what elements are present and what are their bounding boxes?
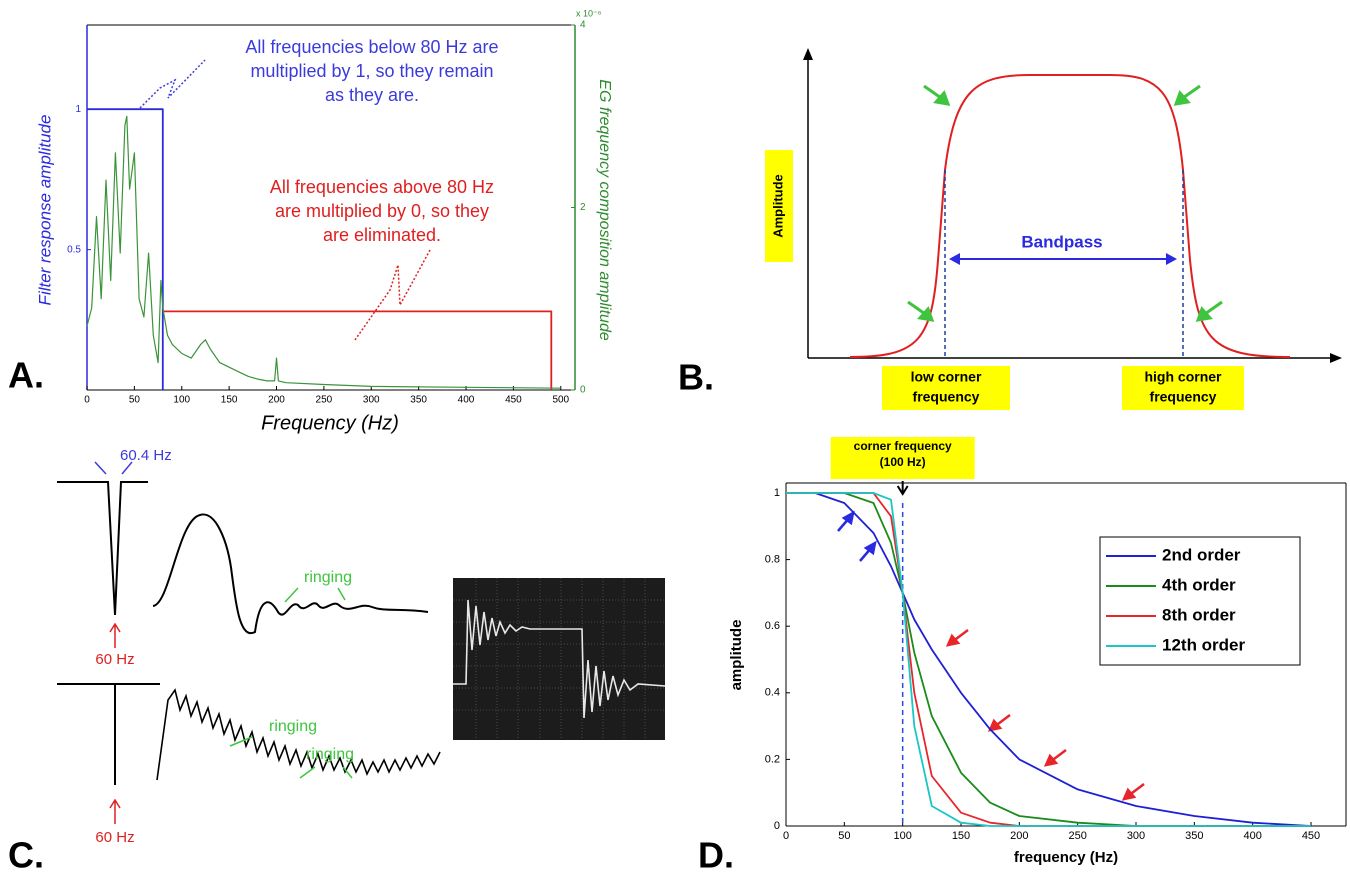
arrowhead (1330, 353, 1342, 363)
arrowhead (803, 48, 813, 60)
panel-label: C. (8, 835, 44, 871)
x-axis-label: Frequency (Hz) (261, 412, 399, 434)
notch-response (57, 683, 160, 785)
x-tick-label: 250 (316, 395, 333, 406)
annotation: are multiplied by 0, so they (275, 201, 489, 221)
x-tick-label: 300 (1127, 830, 1145, 842)
x-tick-label: 500 (552, 395, 569, 406)
ringing-label: ringing (269, 718, 317, 735)
x-tick-label: 450 (505, 395, 522, 406)
series-line (162, 310, 553, 390)
band-label: Bandpass (1021, 232, 1102, 251)
y-axis-label: amplitude (728, 620, 745, 691)
red-arrow (109, 622, 121, 648)
y2-multiplier: x 10⁻⁶ (576, 8, 602, 18)
label-box (1122, 366, 1244, 410)
corner-label: frequency (913, 389, 980, 405)
corner-label: frequency (1150, 389, 1217, 405)
x-axis-label: frequency (Hz) (1014, 849, 1118, 866)
x-tick-label: 50 (838, 830, 850, 842)
x-tick-label: 350 (1185, 830, 1203, 842)
red-arrow (109, 798, 121, 824)
x-tick-label: 400 (1243, 830, 1261, 842)
panel-c: 60.4 Hz 60 Hz ringing 60 Hz ringing ring… (8, 447, 666, 876)
corner-label: (100 Hz) (880, 455, 926, 469)
notch-width-label: 60.4 Hz (120, 447, 172, 464)
y-axis-label: Filter response amplitude (35, 115, 54, 306)
y-tick-label: 0.2 (765, 753, 780, 765)
label-box (830, 437, 975, 479)
label-box (765, 150, 793, 262)
y-tick-label: 1 (75, 104, 81, 115)
annotation: multiplied by 1, so they remain (250, 61, 493, 81)
y-tick-label: 1 (774, 487, 780, 499)
y-tick-label: 0 (774, 820, 780, 832)
x-tick-label: 250 (1068, 830, 1086, 842)
scope-trace (453, 599, 666, 719)
panel-label: A. (8, 355, 44, 396)
x-tick-label: 400 (458, 395, 475, 406)
ringing-pointer (284, 587, 346, 603)
series-line (86, 115, 561, 389)
frequency-label: 60 Hz (95, 829, 134, 846)
corner-label: corner frequency (854, 439, 952, 453)
bandpass-curve (849, 74, 1291, 358)
green-arrows (907, 84, 1223, 322)
x-tick-label: 200 (1010, 830, 1028, 842)
corner-label: high corner (1144, 369, 1222, 385)
y-tick-label: 0.5 (67, 244, 81, 255)
legend (1099, 536, 1301, 666)
annotation: All frequencies above 80 Hz (270, 177, 494, 197)
x-tick-label: 200 (268, 395, 285, 406)
y-tick-label: 0.4 (765, 687, 780, 699)
x-tick-label: 150 (952, 830, 970, 842)
series-line (786, 492, 1311, 827)
annotation: are eliminated. (323, 225, 441, 245)
y2-tick-label: 0 (580, 385, 586, 396)
ringing-pointer (229, 736, 353, 779)
x-tick-label: 0 (783, 830, 789, 842)
blue-arrows (837, 510, 877, 562)
y2-tick-label: 2 (580, 202, 586, 213)
legend-label: 8th order (1162, 605, 1236, 624)
ringing-label: ringing (304, 569, 352, 586)
x-tick-label: 50 (129, 395, 141, 406)
panel-label: B. (678, 357, 714, 398)
annotation: All frequencies below 80 Hz are (245, 37, 498, 57)
legend-label: 2nd order (1162, 545, 1241, 564)
x-tick-label: 0 (84, 395, 90, 406)
x-tick-label: 100 (893, 830, 911, 842)
oscilloscope (453, 578, 665, 740)
x-tick-label: 350 (410, 395, 427, 406)
y-axis-label: Amplitude (770, 174, 785, 238)
label-box (882, 366, 1010, 410)
annotation: as they are. (325, 85, 419, 105)
series-line (786, 492, 1312, 827)
y2-tick-label: 4 (580, 20, 586, 31)
y-tick-label: 0.6 (765, 620, 780, 632)
y-tick-label: 0.8 (765, 553, 780, 565)
series-line (87, 108, 164, 390)
x-tick-label: 450 (1302, 830, 1320, 842)
red-arrows (945, 629, 1145, 801)
leader-line (354, 249, 431, 341)
x-tick-label: 100 (173, 395, 190, 406)
ringing-label: ringing (306, 746, 354, 763)
corner-label: low corner (911, 369, 982, 385)
x-tick-label: 300 (363, 395, 380, 406)
notch-response (57, 481, 148, 616)
width-marker (94, 461, 133, 475)
waveform (156, 688, 441, 781)
corner-arrow (896, 481, 909, 496)
leader-line (139, 59, 206, 109)
waveform (152, 513, 429, 635)
y2-axis-label: EG frequency composition amplitude (596, 79, 613, 341)
x-tick-label: 150 (221, 395, 238, 406)
legend-label: 4th order (1162, 575, 1236, 594)
legend-label: 12th order (1162, 635, 1246, 654)
panel-label: D. (698, 835, 734, 871)
panel-b: Bandpass Amplitude low corner frequency … (678, 48, 1342, 410)
frequency-label: 60 Hz (95, 651, 134, 668)
